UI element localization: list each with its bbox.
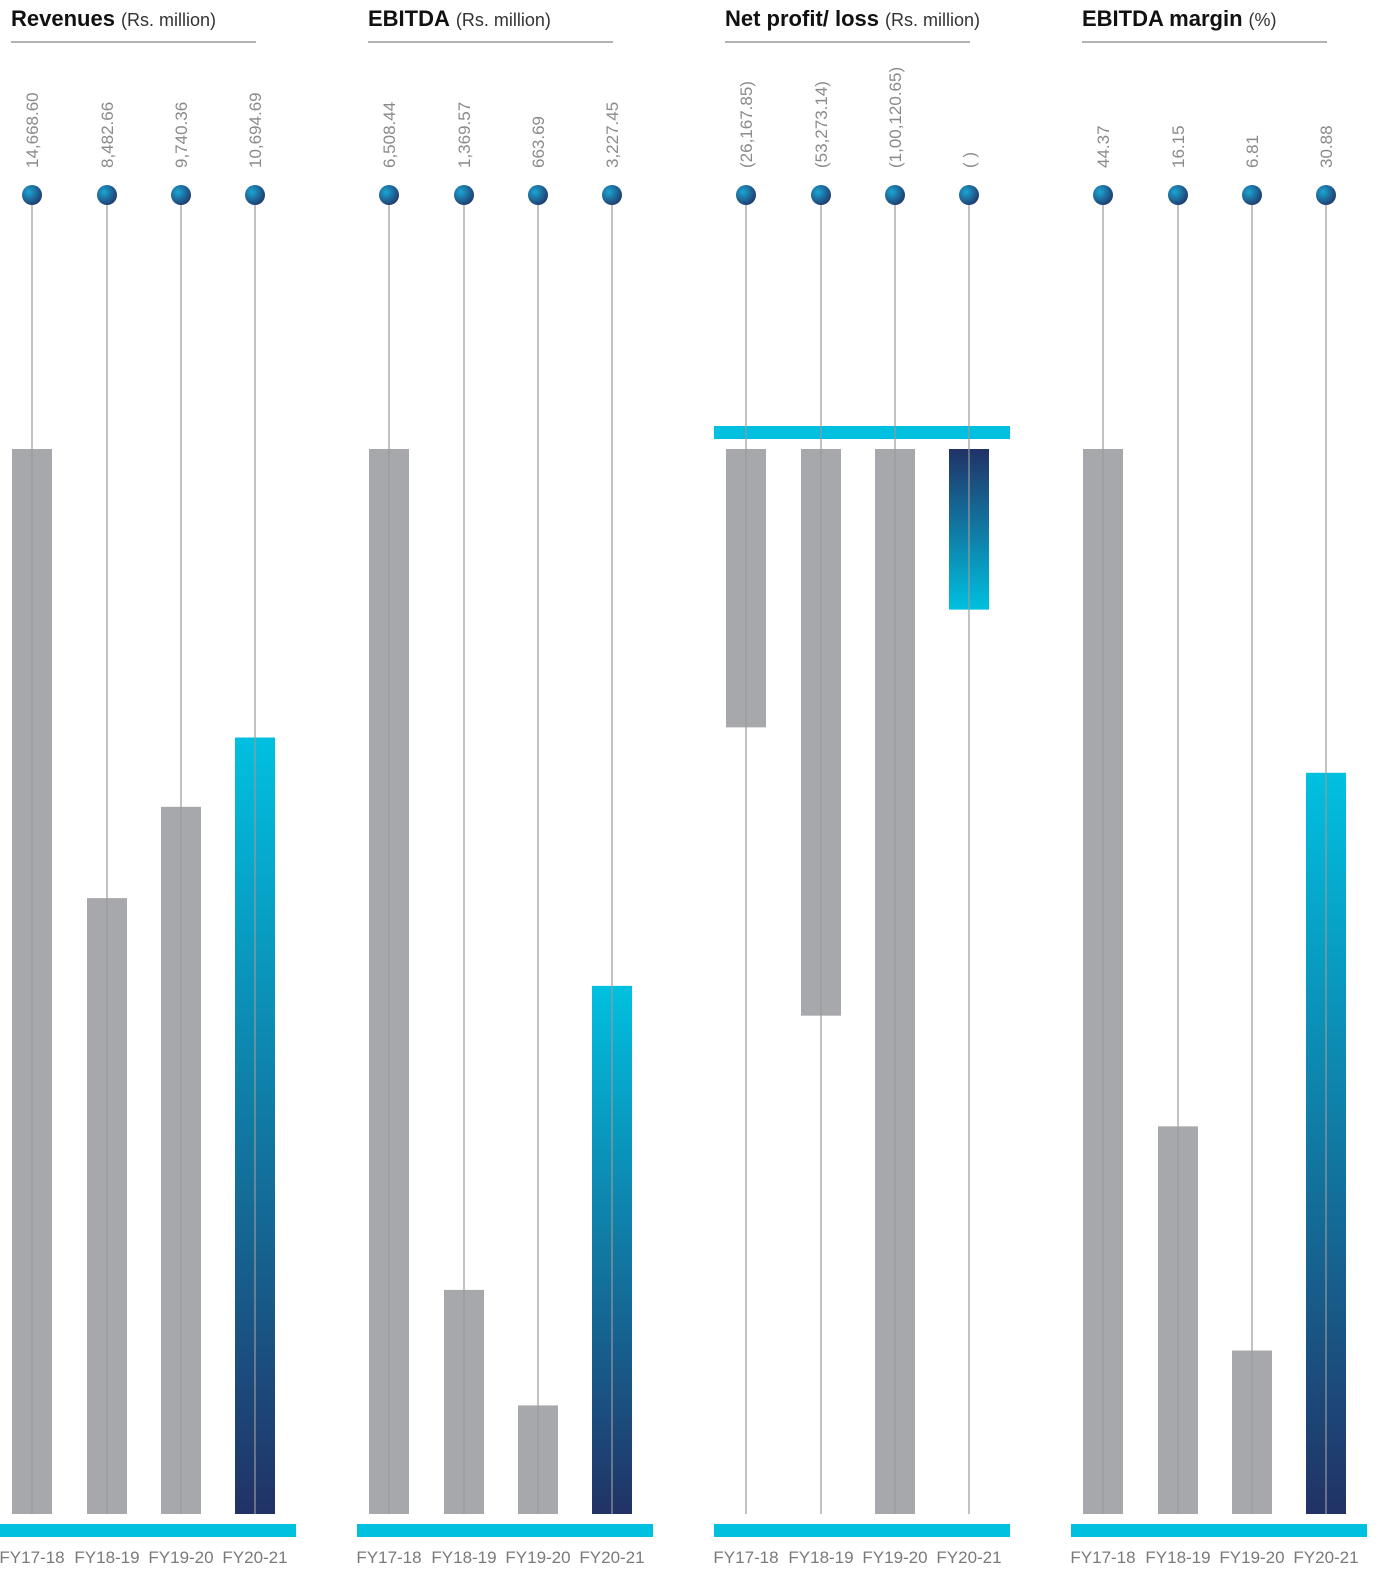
- chart-title-unit: (Rs. million): [456, 10, 551, 30]
- chart-title-main: Net profit/ loss: [725, 6, 879, 31]
- axis-baseline-band: [714, 1524, 1010, 1537]
- value-dot: [245, 185, 265, 205]
- chart-title-main: EBITDA margin: [1082, 6, 1243, 31]
- chart-panel-2: EBITDA (Rs. million) 6,508.44 FY17-18 1,369.…: [356, 6, 653, 1567]
- category-label: FY18-19: [1145, 1548, 1210, 1567]
- category-label: FY20-21: [1293, 1548, 1358, 1567]
- value-dot: [528, 185, 548, 205]
- category-label: FY19-20: [862, 1548, 927, 1567]
- axis-baseline-band: [357, 1524, 653, 1537]
- category-label: FY20-21: [222, 1548, 287, 1567]
- category-label: FY17-18: [713, 1548, 778, 1567]
- value-dot: [1093, 185, 1113, 205]
- value-label: 3,227.45: [603, 102, 622, 168]
- category-label: FY20-21: [936, 1548, 1001, 1567]
- value-dot: [22, 185, 42, 205]
- category-label: FY18-19: [788, 1548, 853, 1567]
- value-label: 663.69: [529, 116, 548, 168]
- category-label: FY20-21: [579, 1548, 644, 1567]
- category-label: FY19-20: [1219, 1548, 1284, 1567]
- category-label: FY19-20: [148, 1548, 213, 1567]
- value-label: 1,369.57: [455, 102, 474, 168]
- category-label: FY17-18: [0, 1548, 65, 1567]
- value-dot: [454, 185, 474, 205]
- value-label: 10,694.69: [246, 92, 265, 168]
- chart-title: Net profit/ loss (Rs. million): [725, 6, 980, 31]
- value-dot: [811, 185, 831, 205]
- chart-title: Revenues (Rs. million): [11, 6, 216, 31]
- chart-panel-1: Revenues (Rs. million) 14,668.60 FY17-18 8,4…: [0, 6, 296, 1567]
- chart-title-unit: (%): [1249, 10, 1277, 30]
- category-label: FY18-19: [431, 1548, 496, 1567]
- value-label: ( ): [960, 152, 979, 168]
- chart-title-main: EBITDA: [368, 6, 450, 31]
- value-dot: [1168, 185, 1188, 205]
- chart-title-main: Revenues: [11, 6, 115, 31]
- value-dot: [885, 185, 905, 205]
- value-label: (1,00,120.65): [886, 67, 905, 168]
- value-dot: [1242, 185, 1262, 205]
- chart-panel-3: Net profit/ loss (Rs. million) (26,167.85)…: [713, 6, 1010, 1567]
- charts-root: Revenues (Rs. million) 14,668.60 FY17-18 8,4…: [0, 6, 1367, 1567]
- axis-baseline-band: [1071, 1524, 1367, 1537]
- value-label: 6,508.44: [380, 102, 399, 168]
- category-label: FY17-18: [356, 1548, 421, 1567]
- chart-title-unit: (Rs. million): [885, 10, 980, 30]
- value-label: (53,273.14): [812, 81, 831, 168]
- value-label: (26,167.85): [737, 81, 756, 168]
- value-label: 44.37: [1094, 125, 1113, 168]
- value-label: 9,740.36: [172, 102, 191, 168]
- value-label: 6.81: [1243, 135, 1262, 168]
- value-label: 30.88: [1317, 125, 1336, 168]
- value-label: 8,482.66: [98, 102, 117, 168]
- value-dot: [602, 185, 622, 205]
- value-dot: [959, 185, 979, 205]
- category-label: FY17-18: [1070, 1548, 1135, 1567]
- value-label: 14,668.60: [23, 92, 42, 168]
- value-dot: [379, 185, 399, 205]
- zero-baseline-band: [714, 426, 1010, 439]
- value-dot: [1316, 185, 1336, 205]
- value-dot: [171, 185, 191, 205]
- chart-title: EBITDA margin (%): [1082, 6, 1277, 31]
- category-label: FY19-20: [505, 1548, 570, 1567]
- axis-baseline-band: [0, 1524, 296, 1537]
- value-dot: [97, 185, 117, 205]
- chart-title-unit: (Rs. million): [121, 10, 216, 30]
- value-label: 16.15: [1169, 125, 1188, 168]
- category-label: FY18-19: [74, 1548, 139, 1567]
- chart-title: EBITDA (Rs. million): [368, 6, 551, 31]
- value-dot: [736, 185, 756, 205]
- chart-panel-4: EBITDA margin (%) 44.37 FY17-18 16.15 FY18-19…: [1070, 6, 1367, 1567]
